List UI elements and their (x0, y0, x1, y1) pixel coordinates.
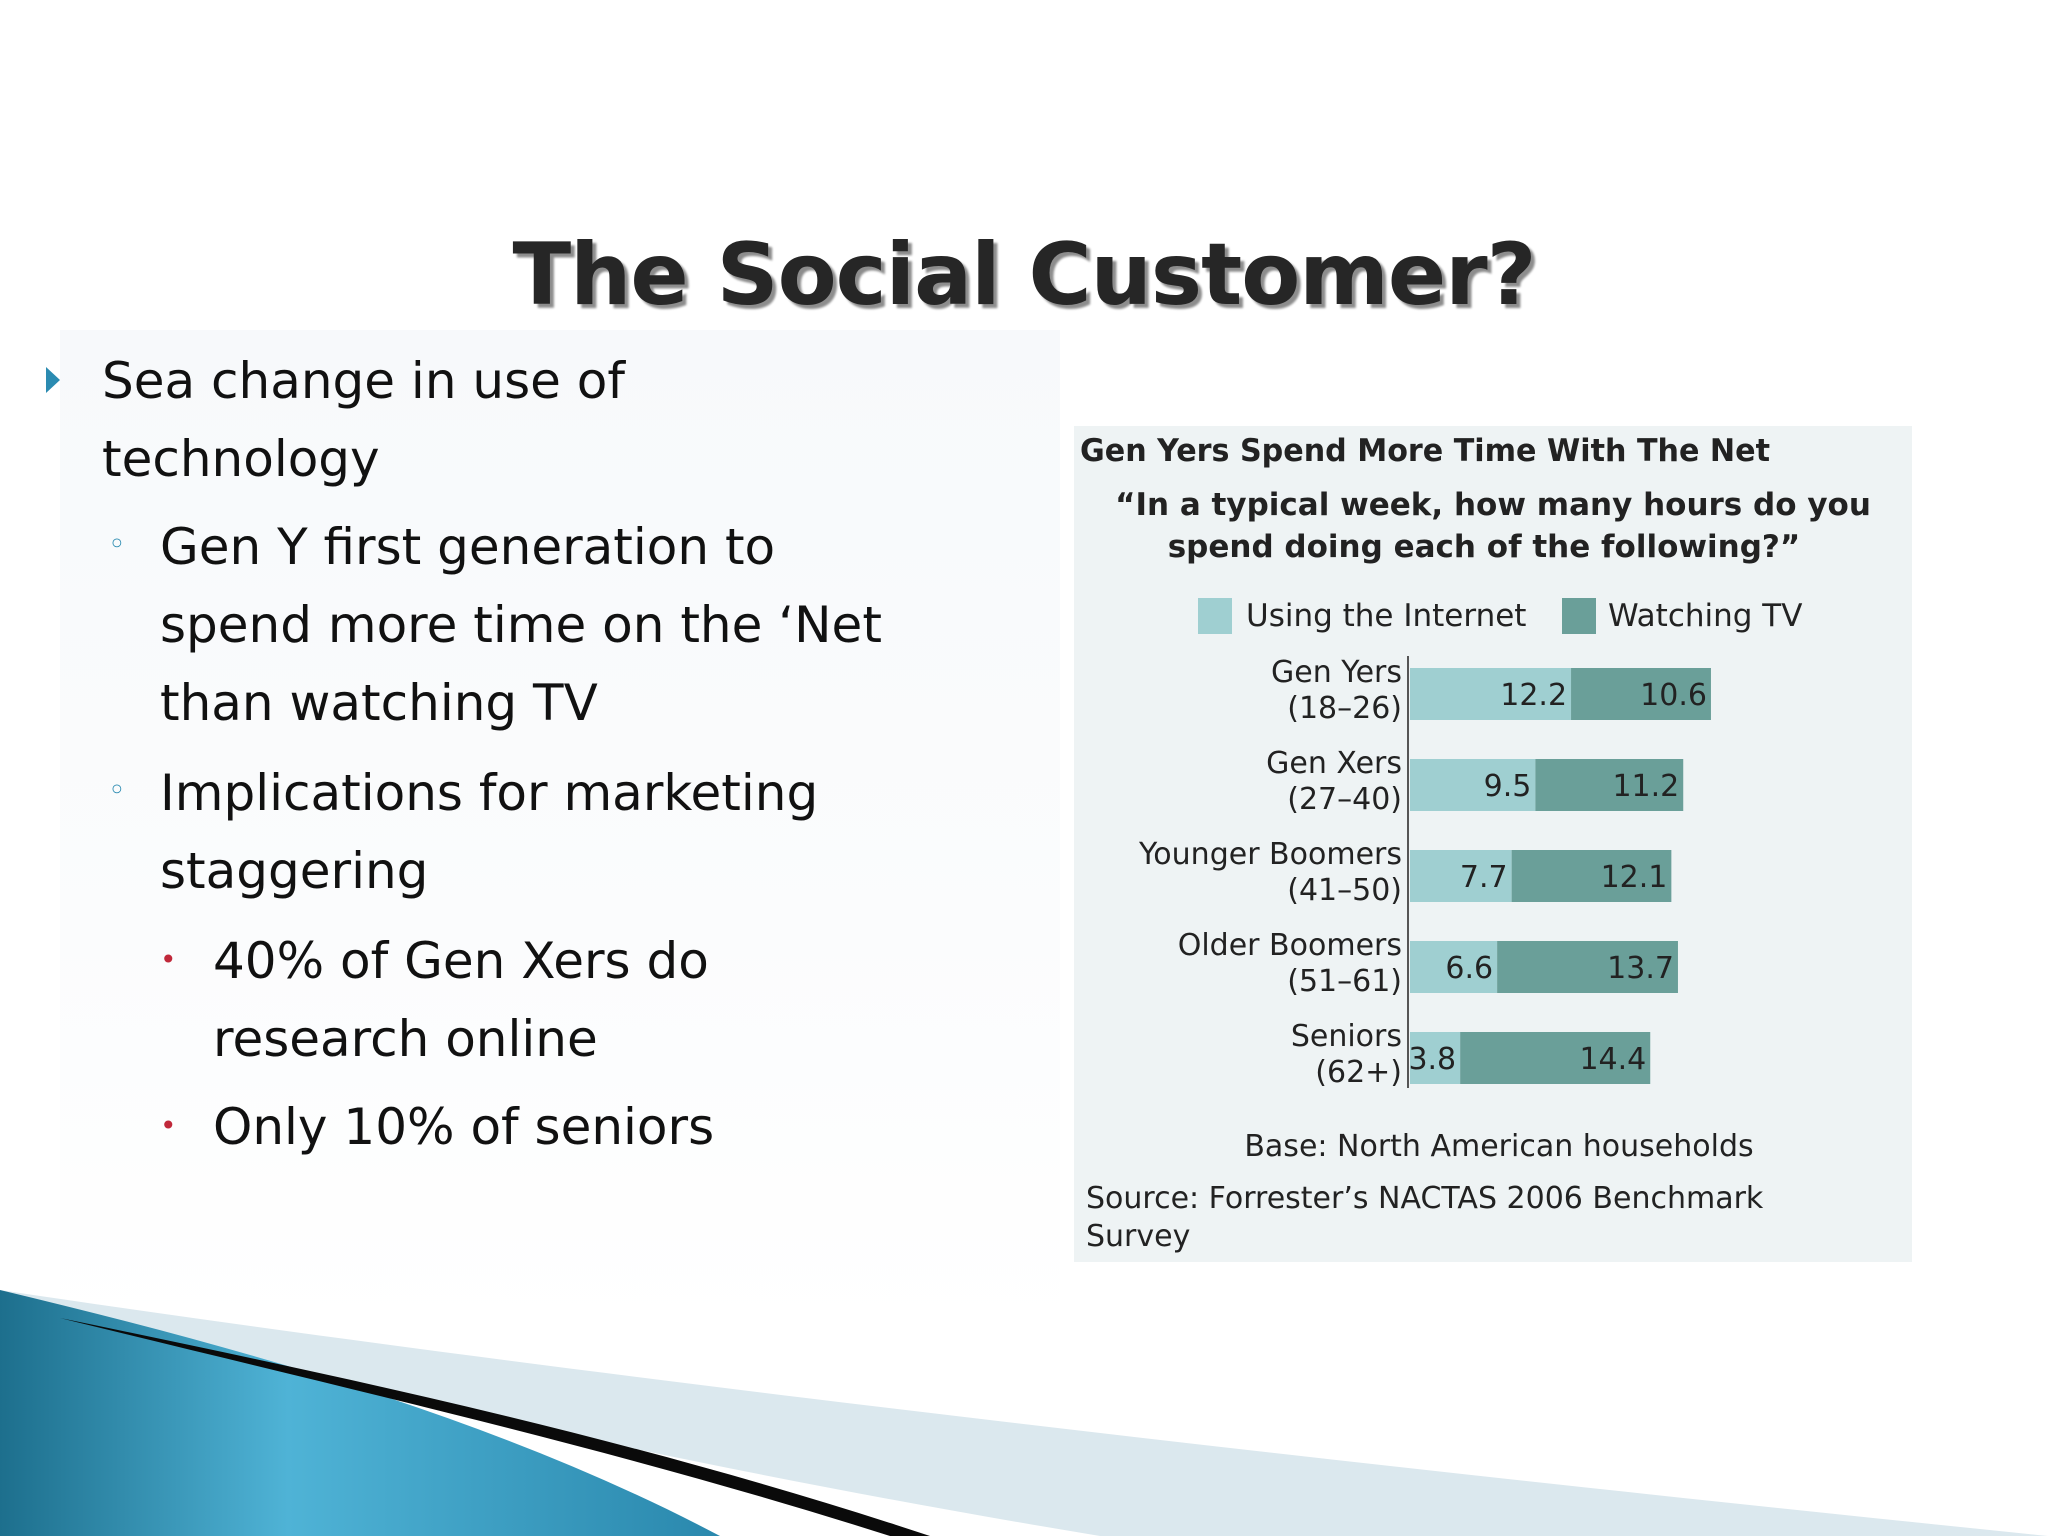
bar-value-label: 11.2 (1612, 769, 1679, 804)
category-label: Younger Boomers (1138, 837, 1402, 872)
bar-internet (1410, 668, 1572, 720)
bullet-line: research online (213, 1010, 598, 1068)
bullet-line: spend more time on the ‘Net (160, 596, 882, 654)
bullet-line: Gen Y first generation to (160, 518, 776, 576)
legend-label-tv: Watching TV (1608, 598, 1802, 634)
bullet-line: Only 10% of seniors (213, 1098, 715, 1156)
bar-tv (1460, 1032, 1651, 1084)
slide-title: The Social Customer? (512, 225, 1536, 325)
bar-internet (1410, 850, 1512, 902)
chart-subtitle-line: “In a typical week, how many hours do yo… (1115, 487, 1871, 523)
bar-value-label: 12.2 (1500, 678, 1567, 713)
bar-value-label: 13.7 (1607, 951, 1674, 986)
bar-value-label: 14.4 (1579, 1042, 1646, 1077)
category-range-label: (41–50) (1287, 873, 1402, 908)
chart-subtitle-line: spend doing each of the following?” (1168, 529, 1801, 565)
category-range-label: (27–40) (1287, 782, 1402, 817)
chart-footnote-source: Source: Forrester’s NACTAS 2006 Benchmar… (1086, 1181, 1764, 1216)
bar-tv (1571, 668, 1711, 720)
category-label: Gen Xers (1266, 746, 1402, 781)
bullet-ring-icon: ◦ (108, 773, 126, 808)
category-label: Seniors (1291, 1019, 1402, 1054)
bullet-arrow-icon (46, 367, 60, 393)
bullet-line: than watching TV (160, 674, 598, 732)
bar-value-label: 6.6 (1445, 951, 1493, 986)
bullet-dot-icon: • (160, 943, 177, 976)
chart-panel: Gen Yers Spend More Time With The Net “I… (1074, 426, 1912, 1262)
bar-value-label: 3.8 (1408, 1042, 1456, 1077)
bar-value-label: 10.6 (1640, 678, 1707, 713)
bullet-line: Sea change in use of (102, 352, 625, 410)
chart-footnote-base: Base: North American households (1244, 1129, 1753, 1164)
bullet-dot-icon: • (160, 1109, 177, 1142)
bar-internet (1410, 759, 1536, 811)
content-background (60, 330, 1060, 1330)
bar-tv (1497, 941, 1678, 993)
bar-value-label: 12.1 (1601, 860, 1668, 895)
chart-bars: Gen Yers(18–26) 12.2 10.6 Gen Xers(27–40) 9.… (1138, 655, 1711, 1090)
bar-internet (1410, 941, 1498, 993)
bullet-line: technology (102, 430, 380, 488)
chart-footnote-source: Survey (1086, 1219, 1190, 1254)
bar-value-label: 9.5 (1484, 769, 1532, 804)
category-range-label: (18–26) (1287, 691, 1402, 726)
stacked-bar-chart: Gen Yers Spend More Time With The Net “I… (1080, 433, 1871, 1254)
legend-swatch-tv (1562, 598, 1596, 634)
bar-value-label: 7.7 (1460, 860, 1508, 895)
bar-tv (1511, 850, 1672, 902)
bar-internet (1410, 1032, 1461, 1084)
bullet-line: staggering (160, 842, 429, 900)
legend-label-internet: Using the Internet (1246, 598, 1526, 634)
category-range-label: (51–61) (1287, 964, 1402, 999)
category-range-label: (62+) (1315, 1055, 1402, 1090)
bar-tv (1535, 759, 1684, 811)
bullet-line: 40% of Gen Xers do (213, 932, 709, 990)
bullet-list: Sea change in use of technology ◦ Gen Y … (0, 0, 1000, 1300)
bullet-ring-icon: ◦ (108, 527, 126, 562)
chart-title: Gen Yers Spend More Time With The Net (1080, 433, 1770, 469)
category-label: Gen Yers (1271, 655, 1402, 690)
bullet-line: Implications for marketing (160, 764, 819, 822)
category-label: Older Boomers (1178, 928, 1402, 963)
legend-swatch-internet (1198, 598, 1232, 634)
